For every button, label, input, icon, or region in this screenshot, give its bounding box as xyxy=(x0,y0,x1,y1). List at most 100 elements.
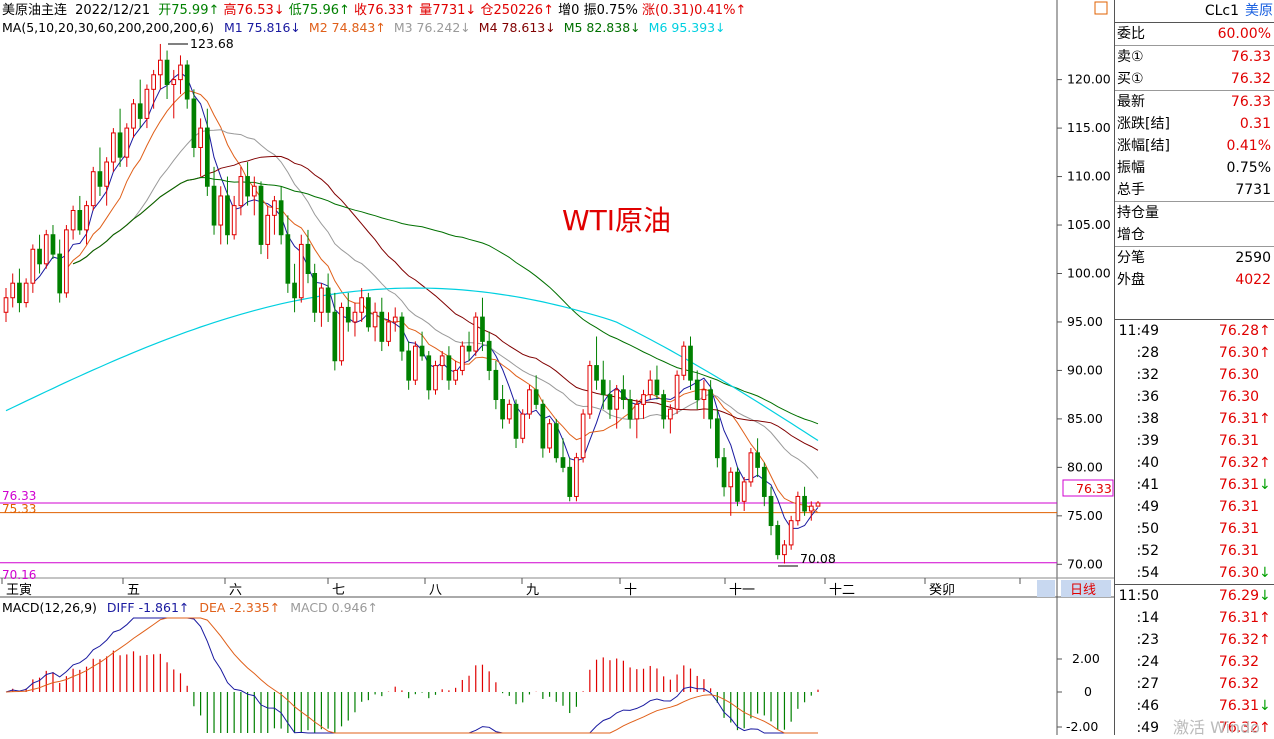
candle-down xyxy=(694,379,700,401)
candle-up xyxy=(178,64,183,81)
tick-arrow: ↓ xyxy=(1259,698,1271,714)
candle-up xyxy=(231,205,237,236)
quote-value: 76.32 xyxy=(1230,71,1271,87)
candle-up xyxy=(352,311,358,323)
candle-down xyxy=(493,369,499,401)
candle-down xyxy=(661,394,666,420)
candle-up xyxy=(218,195,224,226)
candle-up xyxy=(319,287,324,313)
candle-up xyxy=(473,316,479,352)
tick-time: :50 xyxy=(1136,521,1159,537)
candle-down xyxy=(567,466,573,497)
candle-down xyxy=(721,457,727,488)
macd-dea-line xyxy=(5,617,818,734)
candle-up xyxy=(701,389,707,401)
period-button[interactable] xyxy=(1061,580,1111,597)
tick-row: :54 76.30↓ xyxy=(1115,562,1274,584)
tick-time: :23 xyxy=(1136,632,1159,648)
period-button-label: 日线 xyxy=(1070,583,1096,598)
candle-down xyxy=(245,176,250,197)
quote-row: 外盘 4022 xyxy=(1115,269,1274,291)
tick-row: :46 76.31↓ xyxy=(1115,695,1274,717)
ma-legend-m1: M1 75.816↓ xyxy=(224,20,301,35)
candle-up xyxy=(64,229,69,294)
tick-time: :40 xyxy=(1136,455,1159,471)
candle-up xyxy=(788,520,794,546)
sidebar-separator xyxy=(1115,319,1274,320)
month-label: 八 xyxy=(429,583,442,598)
tick-time: :39 xyxy=(1136,433,1159,449)
month-label: 五 xyxy=(127,583,140,598)
tick-arrow: ↓ xyxy=(1259,565,1271,581)
candle-down xyxy=(332,311,338,362)
high-marker: 123.68 xyxy=(168,36,234,51)
quote-row: 卖① 76.33 xyxy=(1115,46,1274,68)
macd-axis-2: 0 xyxy=(1084,684,1092,699)
tick-price: 76.32 xyxy=(1218,676,1259,692)
ma-legend-m4: M4 78.613↓ xyxy=(479,20,556,35)
quote-value: 4022 xyxy=(1235,272,1271,288)
tick-list[interactable]: 11:49 76.28↑:28 76.30↑:32 76.30:36 76.30:38 7… xyxy=(1115,320,1274,739)
macd-axis-1: 2.00 xyxy=(1072,651,1100,666)
ma-legend-m5: M5 82.838↓ xyxy=(564,20,641,35)
tick-row: :38 76.31↑ xyxy=(1115,408,1274,430)
kline-chart[interactable]: 美原油主连 2022/12/21 开75.99↑ 高76.53↓ 低75.96↑… xyxy=(0,0,1114,735)
candle-down xyxy=(560,457,566,468)
candle-down xyxy=(553,423,559,459)
tick-time: :14 xyxy=(1136,610,1159,626)
month-label: 癸卯 xyxy=(929,583,955,598)
period-scroll[interactable] xyxy=(1037,580,1055,597)
candle-down xyxy=(768,495,774,527)
ma5-line xyxy=(32,72,819,529)
current-price-label: 76.33 xyxy=(1076,481,1112,496)
tick-price: 76.32 xyxy=(1218,654,1259,670)
candle-up xyxy=(587,365,593,415)
candle-up xyxy=(815,502,821,507)
tick-price: 76.31↓ xyxy=(1159,474,1273,496)
quote-value: 0.75% xyxy=(1226,160,1271,176)
tick-arrow: ↑ xyxy=(1259,345,1271,361)
candle-up xyxy=(808,505,814,512)
tick-arrow: ↑ xyxy=(1259,632,1271,648)
quote-label: 涨跌[结] xyxy=(1117,116,1170,132)
wti-annotation: WTI原油 xyxy=(562,204,671,237)
candle-up xyxy=(748,452,754,483)
candle-down xyxy=(77,209,83,231)
candle-up xyxy=(43,234,49,265)
month-label: 六 xyxy=(229,583,242,598)
candle-down xyxy=(607,394,613,410)
sidebar-header: CLc1 美原 xyxy=(1115,0,1274,23)
candle-up xyxy=(339,306,344,362)
candle-up xyxy=(90,171,96,207)
candle-down xyxy=(211,185,217,226)
candle-down xyxy=(37,248,42,265)
quote-value: 76.33 xyxy=(1230,94,1271,110)
candle-down xyxy=(446,355,452,381)
candle-down xyxy=(654,379,660,396)
tick-arrow: ↓ xyxy=(1259,588,1271,604)
ytick-label: 105.00 xyxy=(1067,217,1111,232)
candle-up xyxy=(124,127,130,158)
watermark: 激活 Windo xyxy=(1173,718,1261,737)
window-corner-icon[interactable] xyxy=(1094,1,1108,15)
candle-down xyxy=(204,127,210,187)
candle-down xyxy=(426,355,432,391)
candle-up xyxy=(453,369,458,381)
candle-up xyxy=(392,316,398,323)
price-axis: 120.00 115.00 110.00 105.00 100.00 95.00 90.00… xyxy=(1057,72,1111,571)
tick-row: :14 76.31↑ xyxy=(1115,607,1274,629)
candle-up xyxy=(131,103,136,129)
candle-up xyxy=(634,403,640,420)
tick-price: 76.31↑ xyxy=(1159,607,1273,629)
quote-label: 增仓 xyxy=(1117,227,1145,243)
candle-up xyxy=(84,205,89,231)
candle-down xyxy=(164,59,170,85)
quote-row: 总手 7731 xyxy=(1115,179,1274,201)
candle-down xyxy=(513,403,519,439)
candle-down xyxy=(258,185,264,245)
macd-legend: MACD(12,26,9) DIFF -1.861↑ DEA -2.335↑ M… xyxy=(2,600,378,615)
tick-price: 76.30↓ xyxy=(1159,562,1273,584)
left-label-2: 75.33 xyxy=(2,502,36,516)
ma-legend-m2: M2 74.843↑ xyxy=(309,20,386,35)
candle-down xyxy=(379,311,385,342)
